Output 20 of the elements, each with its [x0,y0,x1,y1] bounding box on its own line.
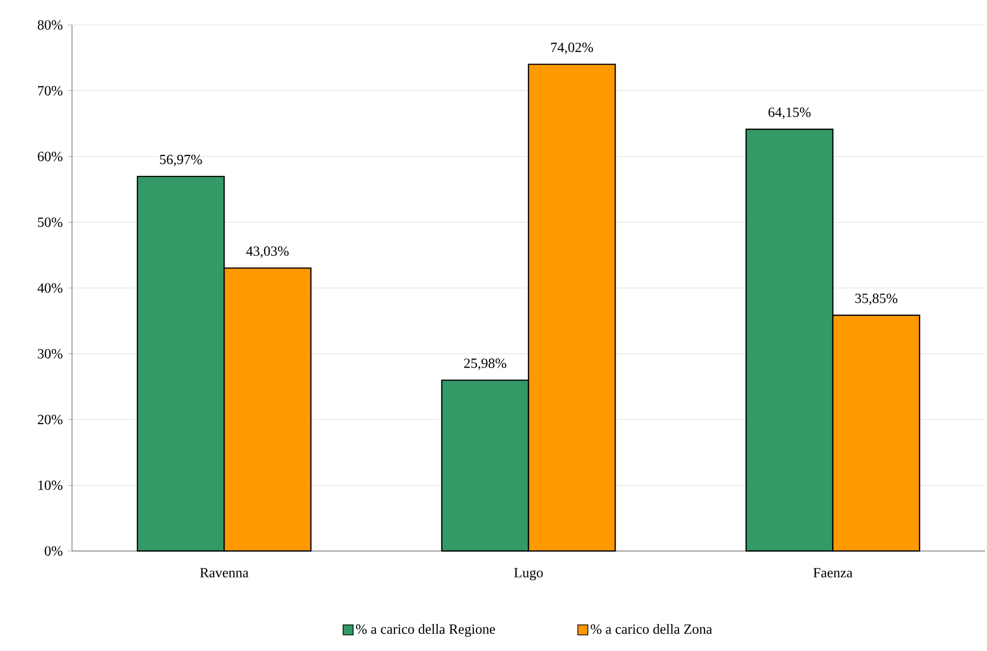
y-tick-label: 60% [38,152,62,162]
y-tick-label: 50% [38,218,62,227]
y-tick-label: 40% [38,283,62,293]
legend-label: % a carico della Zona [590,624,712,634]
x-tick-label: Lugo [514,568,543,580]
y-tick-label: 30% [38,349,62,358]
y-tick-label: 20% [38,414,62,424]
y-tick-label: 0% [44,546,62,556]
x-tick-label: Faenza [813,568,852,578]
data-label: 25,98% [464,358,506,370]
y-tick-label: 70% [38,86,62,96]
data-label: 56,97% [160,154,202,166]
data-label: 74,02% [551,42,593,54]
data-label: 64,15% [768,108,811,120]
y-tick-label: 10% [38,480,62,490]
legend-label: % a carico della Regione [356,624,495,637]
x-tick-label: Ravenna [200,568,248,578]
y-tick-label: 80% [38,20,62,30]
data-label: 35,85% [855,294,898,306]
data-label: 43,03% [246,246,289,258]
